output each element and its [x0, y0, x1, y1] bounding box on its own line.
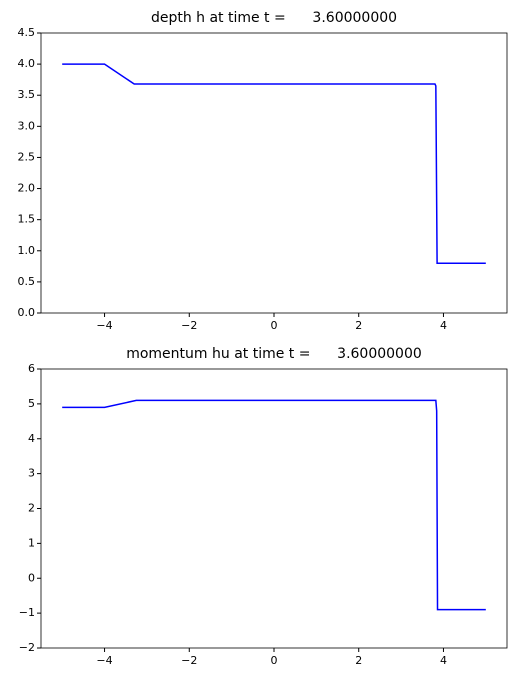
y-tick-label: 2.5	[18, 150, 36, 163]
y-tick-label: 1.5	[18, 213, 36, 226]
y-tick-label: −1	[19, 606, 35, 619]
y-tick-label: 3.5	[18, 88, 36, 101]
x-tick-label: 4	[440, 654, 447, 667]
chart-title: momentum hu at time t = 3.60000000	[126, 346, 422, 362]
y-tick-label: 4.0	[18, 57, 36, 70]
x-tick-label: 0	[271, 654, 278, 667]
y-tick-label: 4	[28, 432, 35, 445]
x-tick-label: −4	[96, 654, 112, 667]
line	[62, 399, 486, 611]
y-tick-label: 0.5	[18, 275, 36, 288]
y-tick-label: 1.0	[18, 244, 36, 257]
y-tick-label: 0.0	[18, 306, 36, 319]
y-tick-label: −2	[19, 641, 35, 654]
x-tick-label: 0	[271, 319, 278, 332]
y-tick-label: 2	[28, 502, 35, 515]
x-tick-label: 2	[355, 319, 362, 332]
axes-frame	[40, 32, 508, 314]
x-tick-label: 4	[440, 319, 447, 332]
line	[62, 63, 486, 264]
y-tick-label: 1	[28, 536, 35, 549]
y-tick-label: 2.0	[18, 182, 36, 195]
y-tick-label: 3	[28, 467, 35, 480]
axes-frame	[40, 368, 508, 649]
x-tick-label: 2	[355, 654, 362, 667]
chart-title: depth h at time t = 3.60000000	[151, 10, 397, 26]
y-tick-label: 4.5	[18, 26, 36, 39]
x-tick-label: −2	[181, 319, 197, 332]
y-tick-label: 3.0	[18, 119, 36, 132]
x-tick-label: −4	[96, 319, 112, 332]
y-tick-label: 5	[28, 397, 35, 410]
y-tick-label: 6	[28, 362, 35, 375]
y-tick-label: 0	[28, 571, 35, 584]
x-tick-label: −2	[181, 654, 197, 667]
